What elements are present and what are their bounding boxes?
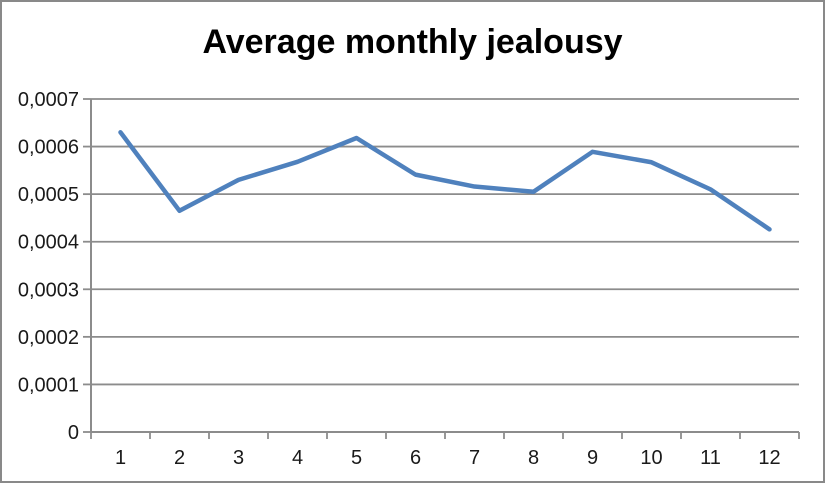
jealousy-series-line	[118, 130, 772, 232]
y-axis-label: 0,0007	[18, 89, 79, 111]
y-axis-label: 0,0001	[18, 374, 79, 396]
x-axis-label: 10	[640, 447, 662, 469]
chart-title: Average monthly jealousy	[202, 23, 623, 61]
y-axis-label: 0,0002	[18, 327, 79, 349]
y-axis-label: 0,0005	[18, 184, 79, 206]
y-axis-label: 0,0003	[18, 279, 79, 301]
x-axis-label: 1	[115, 447, 126, 469]
x-axis-label: 9	[587, 447, 598, 469]
y-axis-label: 0,0006	[18, 137, 79, 159]
x-axis-label: 4	[292, 447, 303, 469]
y-axis-label: 0	[68, 422, 79, 444]
x-axis-label: 7	[469, 447, 480, 469]
x-axis-label: 3	[233, 447, 244, 469]
x-axis-label: 2	[174, 447, 185, 469]
x-axis-label: 5	[351, 447, 362, 469]
x-axis-label: 6	[410, 447, 421, 469]
y-axis-label: 0,0004	[18, 232, 79, 254]
x-axis-label: 11	[700, 447, 721, 469]
x-axis-label: 12	[758, 447, 780, 469]
x-axis-label: 8	[528, 447, 539, 469]
